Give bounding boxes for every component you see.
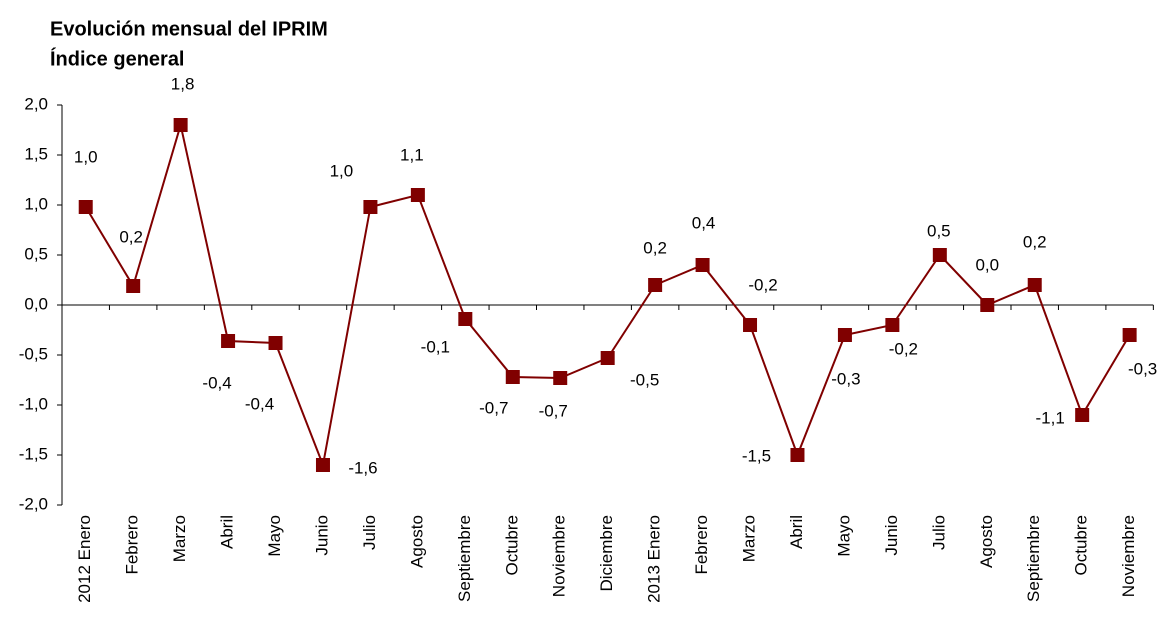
x-tick-label: Octubre [502,515,521,575]
marker [553,371,568,385]
x-tick-label: Junio [882,515,901,556]
data-label: -0,2 [748,275,777,294]
data-label: 0,2 [119,227,143,246]
x-tick-label: Noviembre [550,515,569,597]
marker [458,312,473,326]
marker [363,200,378,214]
data-label: -0,7 [479,398,508,417]
data-label: -1,1 [1036,408,1065,427]
x-tick-label: Julio [929,515,948,550]
data-label: -0,5 [630,370,659,389]
data-label: -0,4 [202,373,231,392]
marker [932,248,947,262]
x-tick-label: Febrero [123,515,142,575]
data-label: -1,5 [742,446,771,465]
data-label: 0,4 [692,213,716,232]
data-label: 0,5 [927,221,951,240]
marker [648,278,663,292]
data-label: 1,0 [330,161,354,180]
x-tick-label: Septiembre [455,515,474,602]
x-tick-label: Mayo [265,515,284,557]
x-tick-label: Abril [218,515,237,549]
marker [695,258,710,272]
data-label: -0,4 [245,394,274,413]
marker [268,336,283,350]
chart-subtitle: Índice general [50,47,185,70]
x-tick-label: Diciembre [597,515,616,592]
x-tick-label: Junio [312,515,331,556]
data-label: 1,1 [400,145,424,164]
y-tick-label: 0,0 [24,294,48,313]
marker [980,298,995,312]
y-tick-label: 0,5 [24,244,48,263]
marker [1075,408,1090,422]
x-tick-label: Agosto [977,515,996,568]
marker [505,370,520,384]
y-tick-label: -1,0 [19,394,48,413]
y-tick-label: 1,0 [24,194,48,213]
x-tick-label: Marzo [740,515,759,562]
y-tick-label: 2,0 [24,94,48,113]
data-label: 1,0 [74,147,98,166]
marker [410,188,425,202]
data-label: 0,2 [1023,232,1047,251]
data-label: 0,2 [643,238,667,257]
data-label: -0,2 [889,339,918,358]
marker [743,318,758,332]
data-label: 1,8 [171,74,195,93]
data-label: -0,1 [421,337,450,356]
x-tick-label: 2012 Enero [75,515,94,603]
x-tick-label: Noviembre [1119,515,1138,597]
marker [126,279,141,293]
data-label: -0,3 [1128,359,1157,378]
x-tick-label: 2013 Enero [645,515,664,603]
data-label: 0,0 [975,255,999,274]
marker [837,328,852,342]
marker [173,118,188,132]
x-tick-label: Julio [360,515,379,550]
data-label: -0,3 [831,369,860,388]
marker [78,200,93,214]
series-line [84,124,1131,469]
x-tick-label: Septiembre [1024,515,1043,602]
x-tick-label: Mayo [834,515,853,557]
data-label: -1,6 [348,458,377,477]
chart-title: Evolución mensual del IPRIM [50,18,328,40]
marker [1027,278,1042,292]
y-tick-label: 1,5 [24,144,48,163]
x-tick-label: Febrero [692,515,711,575]
x-tick-label: Marzo [170,515,189,562]
x-tick-label: Octubre [1072,515,1091,575]
marker [1122,328,1137,342]
marker [315,458,330,472]
marker [221,334,236,348]
marker [790,448,805,462]
data-label: -0,7 [539,401,568,420]
x-tick-label: Abril [787,515,806,549]
y-tick-label: -0,5 [19,344,48,363]
y-tick-label: -1,5 [19,444,48,463]
marker [885,318,900,332]
x-tick-label: Agosto [407,515,426,568]
y-tick-label: -2,0 [19,494,48,513]
marker [600,351,615,365]
